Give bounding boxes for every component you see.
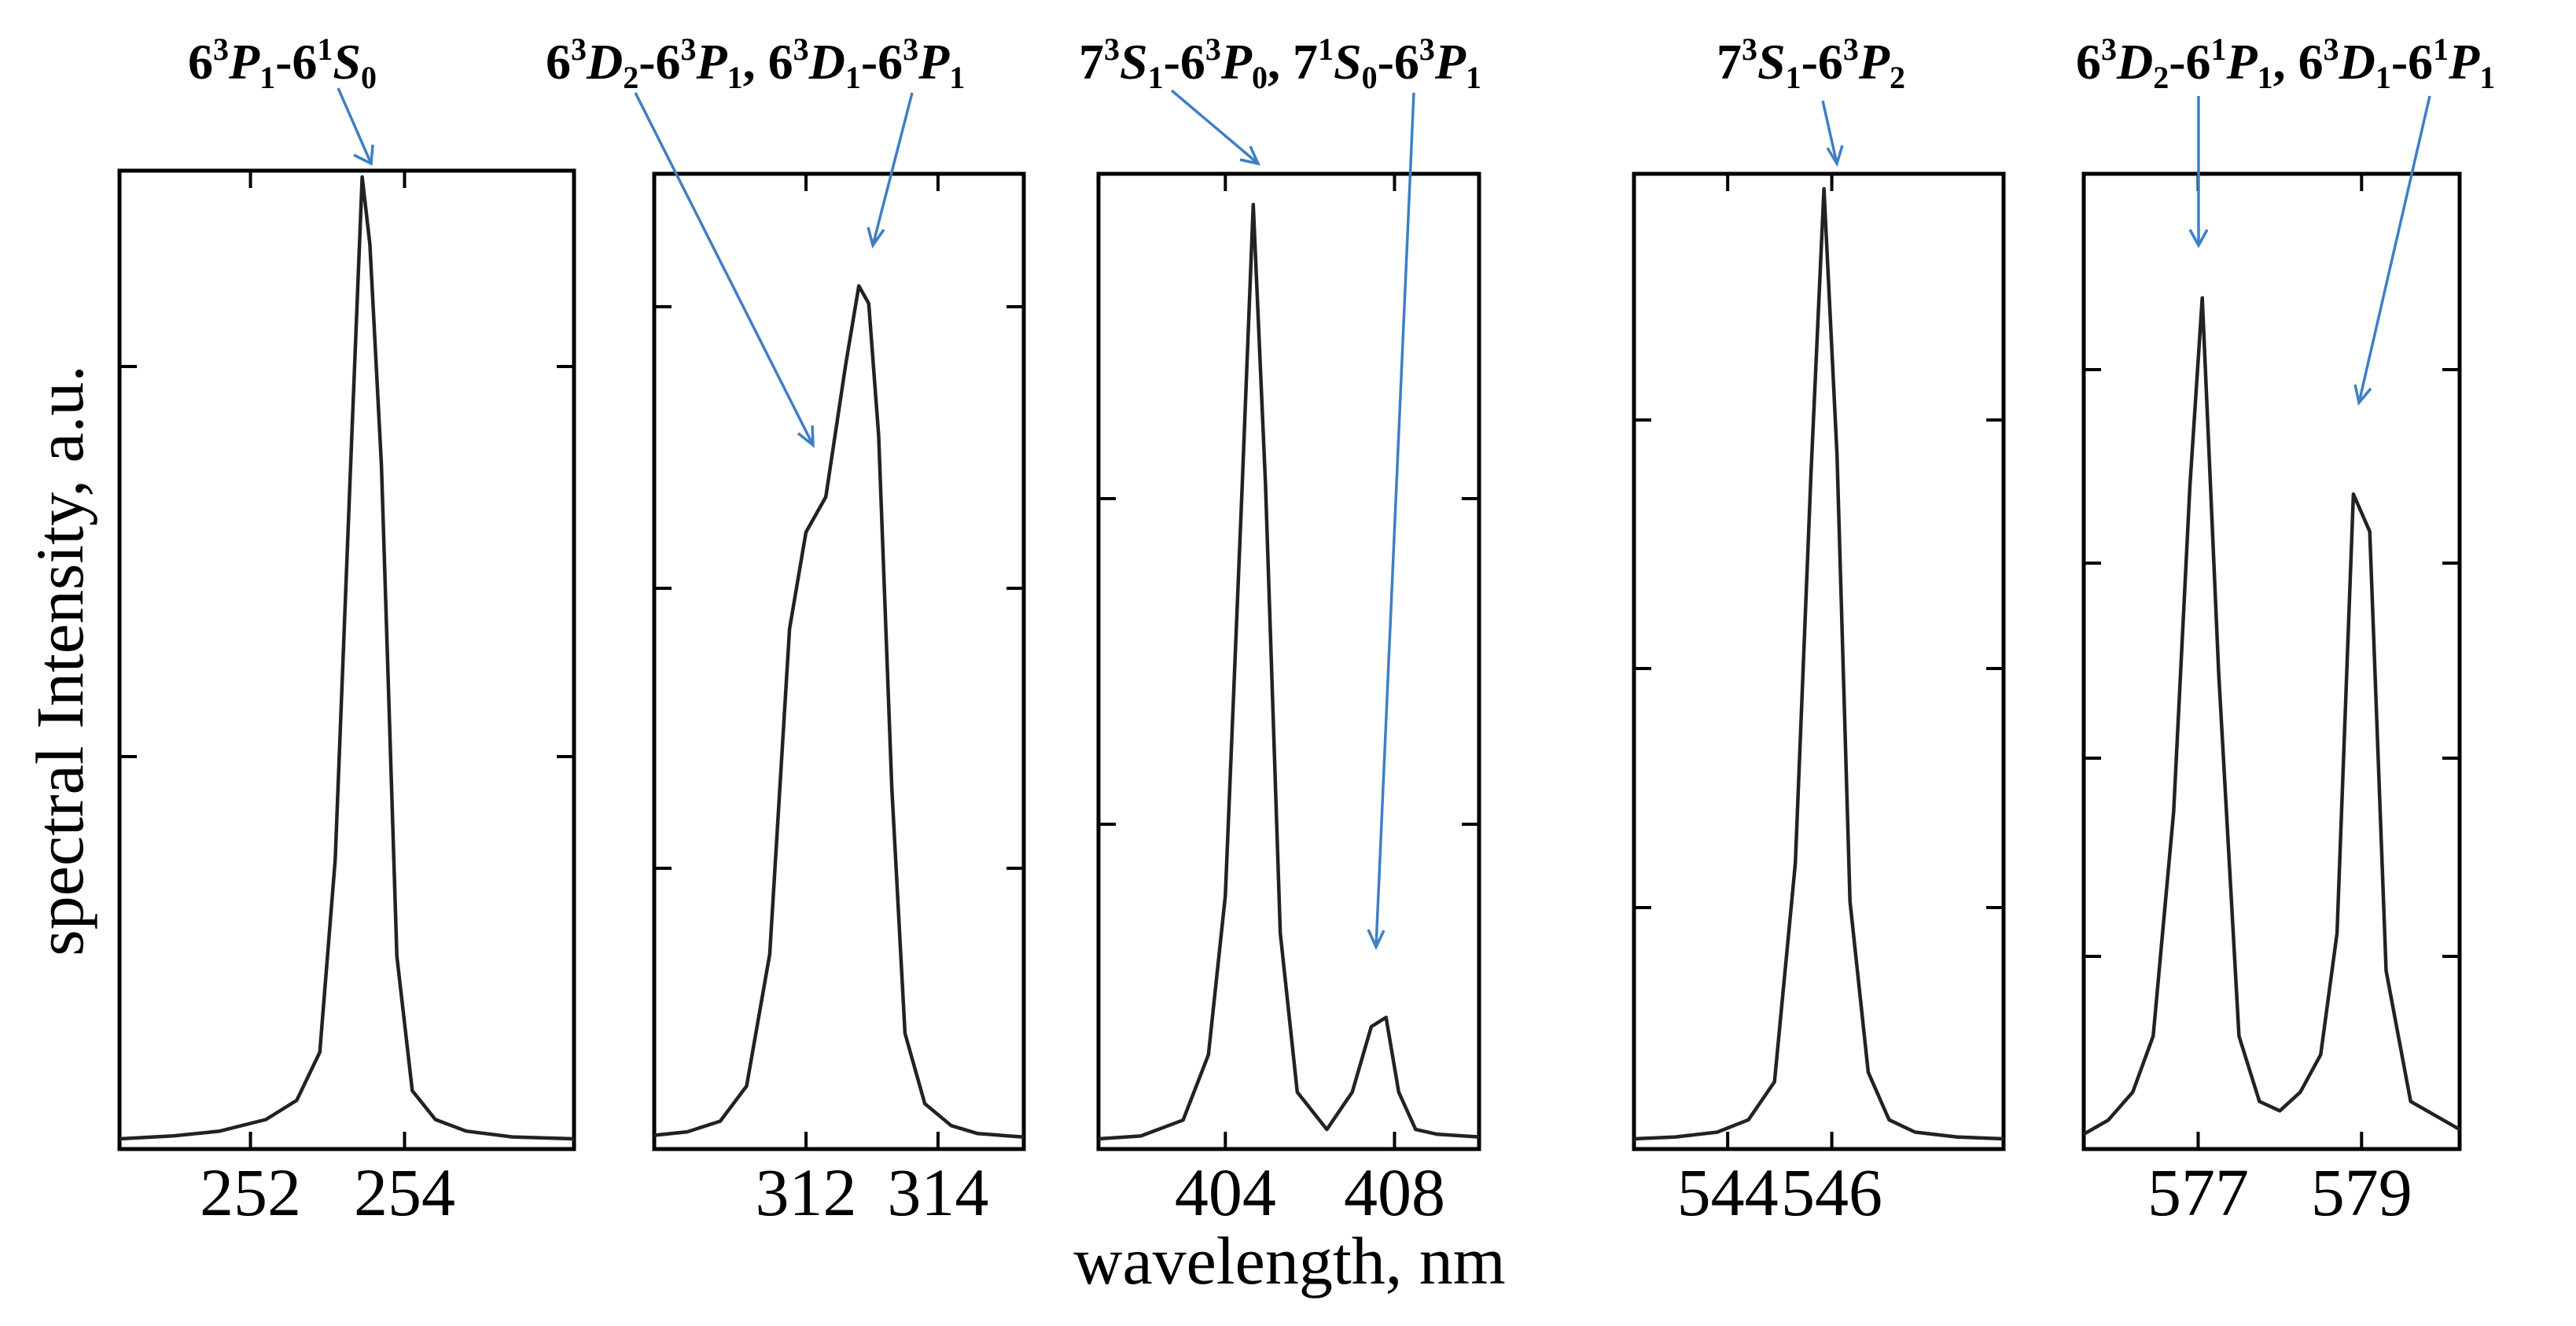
curves-layer [119,175,2461,1141]
annotation-panel-2: 63D2-63P1, 63D1-63P1 [546,31,965,95]
panel-4-frame [1632,171,2006,1151]
annotation-panel-3: 73S1-63P0, 71S0-63P1 [1079,31,1481,95]
arrow-6-3d2-6-3p1 [634,92,815,446]
x-tick-label-panel-3-404: 404 [1175,1155,1276,1230]
x-tick-label-panel-1-252: 252 [200,1155,301,1230]
x-tick-label-panel-5-579: 579 [2311,1155,2412,1230]
x-tick-label-panel-2-314: 314 [887,1155,988,1230]
ticks-layer [120,171,2460,1149]
spectrum-curve-panel-1 [119,175,575,1141]
arrow-7-3s1-6-3p2 [1821,100,1838,164]
arrowhead-6-3d1-6-1p1 [2353,384,2372,406]
spectrum-curve-panel-2 [653,284,1025,1140]
panel-3-frame [1096,171,1481,1151]
annotation-6-3p1-6-1s0: 63P1-61S0 [188,31,377,95]
arrowhead-7-1s0-6-3p1 [1367,929,1386,951]
panel-5-frame [2081,171,2462,1151]
annotation-panel-5: 63D2-61P1, 63D1-61P1 [2076,31,2495,95]
arrow-6-3d1-6-1p1 [2357,95,2431,403]
arrowhead-6-3d2-6-1p1 [2188,229,2209,249]
x-tick-label-panel-4-544: 544 [1677,1155,1779,1230]
annotation-arrows [337,87,2431,951]
panel-1-frame [117,168,576,1151]
arrow-7-1s0-6-3p1 [1374,92,1415,948]
tick-labels-layer: 252 254 312 314 404 408 544 546 577 579 [200,1155,2412,1230]
spectrum-curve-panel-5 [2082,296,2461,1136]
x-tick-label-panel-5-577: 577 [2147,1155,2249,1230]
x-tick-label-panel-2-312: 312 [756,1155,857,1230]
x-tick-label-panel-3-408: 408 [1344,1155,1445,1230]
arrowhead-7-3s1-6-3p2 [1826,145,1844,168]
annotation-7-3s1-6-3p2: 73S1-63P2 [1717,31,1905,95]
y-axis-label: spectral Intensity, a.u. [22,365,98,956]
x-tick-label-panel-1-254: 254 [354,1155,455,1230]
arrowhead-6-3p1-6-1s0 [353,144,374,166]
x-axis-label: wavelength, nm [1073,1223,1505,1298]
arrowhead-7-3s1-6-3p0 [1239,145,1261,166]
spectrum-curve-panel-3 [1098,202,1480,1141]
arrow-7-3s1-6-3p0 [1170,89,1260,165]
arrowhead-6-3d1-6-3p1 [867,227,885,249]
arrow-6-3d1-6-3p1 [871,92,914,246]
arrow-6-3p1-6-1s0 [337,87,373,164]
x-tick-label-panel-4-546: 546 [1781,1155,1882,1230]
arrowhead-6-3d2-6-3p1 [797,425,815,448]
panel-2-frame [652,171,1026,1151]
spectrum-curve-panel-4 [1633,186,2004,1141]
